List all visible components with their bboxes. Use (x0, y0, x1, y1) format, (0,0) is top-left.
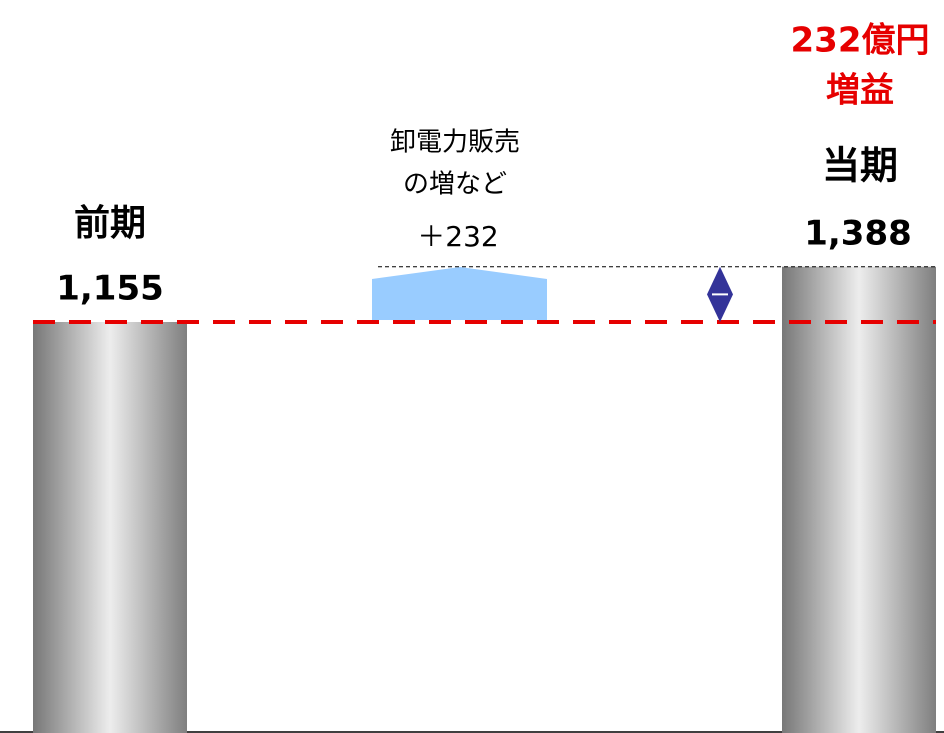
category-label: 前期 (74, 203, 146, 244)
value-label: 1,155 (56, 269, 164, 309)
annotation: 232億円 (791, 21, 930, 61)
annotation: 増益 (826, 71, 894, 111)
category-label: 当期 (822, 144, 898, 188)
value-label: ＋232 (417, 220, 498, 253)
increase-bar (372, 267, 547, 320)
category-label: 卸電力販売 (390, 128, 520, 158)
category-label: の増など (403, 170, 507, 200)
bar (33, 322, 187, 733)
bar (782, 266, 936, 733)
value-label: 1,388 (804, 214, 912, 254)
